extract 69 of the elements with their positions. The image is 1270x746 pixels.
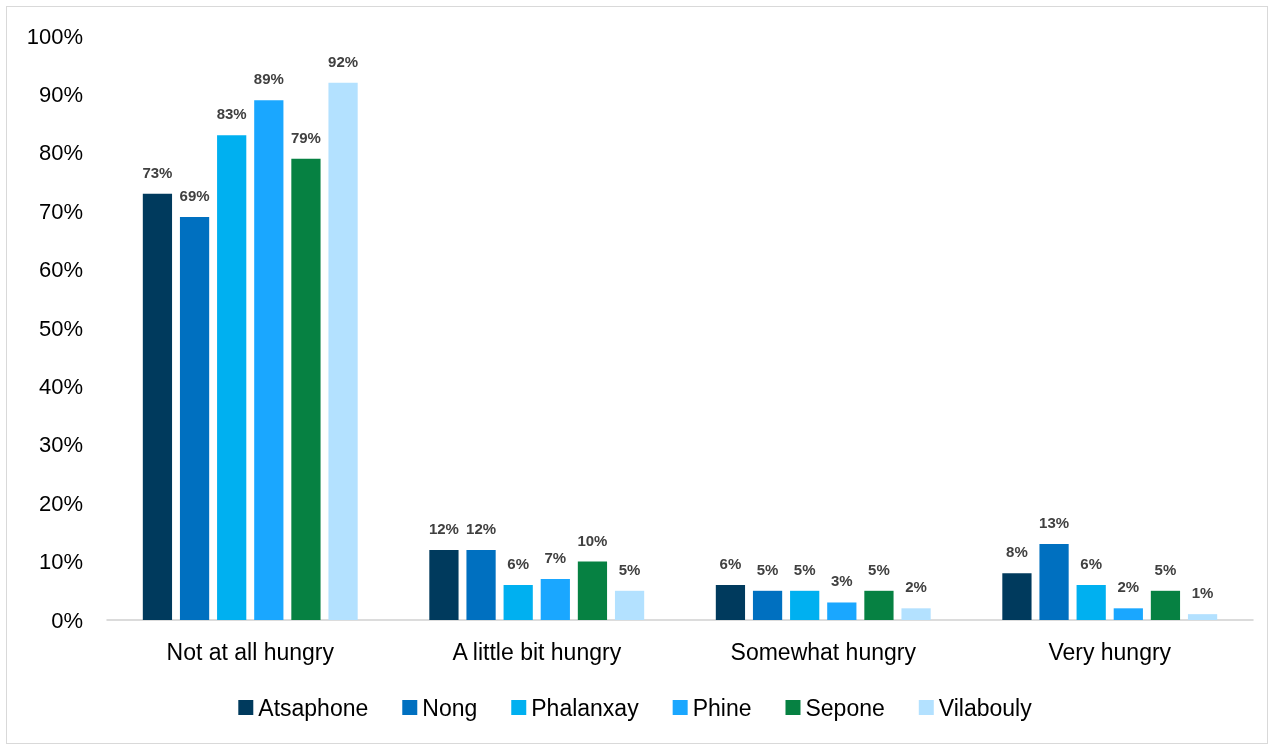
- data-label: 8%: [1006, 543, 1028, 561]
- bar: [790, 590, 820, 620]
- bar: [1076, 584, 1106, 620]
- bar: [328, 82, 358, 620]
- bar: [1187, 614, 1218, 620]
- bar: [715, 584, 746, 620]
- data-label: 5%: [868, 560, 890, 578]
- y-tick-label: 40%: [38, 373, 83, 399]
- legend-label: Vilabouly: [938, 694, 1033, 721]
- legend-label: Sepone: [805, 694, 885, 721]
- y-tick-label: 70%: [38, 198, 83, 224]
- y-tick-label: 60%: [38, 257, 83, 283]
- data-label: 6%: [1080, 554, 1103, 572]
- bar: [429, 549, 459, 620]
- bar: [1150, 590, 1181, 620]
- bar: [1039, 544, 1069, 620]
- x-tick-label: Very hungry: [1048, 638, 1172, 665]
- bar: [1002, 573, 1032, 620]
- data-label: 73%: [142, 163, 173, 181]
- legend-label: Atsaphone: [258, 694, 369, 721]
- x-tick-label: A little bit hungry: [452, 638, 622, 665]
- data-label: 12%: [466, 519, 497, 537]
- data-label: 79%: [290, 128, 321, 146]
- y-tick-label: 80%: [38, 140, 83, 166]
- data-label: 89%: [253, 70, 284, 88]
- bar: [540, 579, 570, 620]
- data-label: 2%: [1117, 578, 1140, 596]
- bar: [179, 217, 210, 620]
- data-label: 83%: [216, 105, 247, 123]
- data-label: 6%: [719, 554, 742, 572]
- legend-label: Nong: [422, 694, 478, 721]
- data-label: 3%: [830, 572, 853, 590]
- data-label: 2%: [905, 578, 927, 596]
- data-label: 69%: [179, 187, 210, 205]
- x-tick-label: Not at all hungry: [166, 638, 335, 665]
- y-tick-label: 90%: [38, 81, 83, 107]
- data-label: 10%: [577, 531, 608, 549]
- bar: [503, 584, 533, 620]
- y-tick-label: 30%: [38, 432, 83, 458]
- bar: [827, 602, 857, 620]
- data-label: 92%: [328, 52, 359, 70]
- bar: [217, 135, 247, 620]
- bar: [254, 100, 284, 620]
- y-tick-label: 100%: [26, 23, 83, 49]
- data-label: 5%: [1154, 560, 1177, 578]
- data-label: 5%: [793, 560, 816, 578]
- data-label: 5%: [756, 560, 779, 578]
- y-tick-label: 50%: [38, 315, 83, 341]
- y-tick-label: 10%: [38, 549, 83, 575]
- data-label: 6%: [507, 554, 530, 572]
- bar: [752, 590, 783, 620]
- y-tick-label: 20%: [38, 490, 83, 516]
- legend-label: Phine: [692, 694, 752, 721]
- bar: [291, 158, 321, 620]
- legend-label: Phalanxay: [531, 694, 640, 721]
- data-label: 1%: [1191, 584, 1214, 602]
- data-label: 13%: [1039, 514, 1070, 532]
- bar: [577, 561, 608, 620]
- bar: [901, 608, 931, 620]
- y-tick-label: 0%: [51, 607, 83, 633]
- data-label: 5%: [618, 560, 641, 578]
- x-tick-label: Somewhat hungry: [730, 638, 917, 665]
- bar: [864, 590, 894, 620]
- bar: [142, 193, 173, 620]
- data-label: 7%: [544, 549, 567, 567]
- bar: [614, 590, 645, 620]
- data-label: 12%: [428, 519, 459, 537]
- bar: [466, 549, 496, 620]
- bar: [1113, 608, 1143, 620]
